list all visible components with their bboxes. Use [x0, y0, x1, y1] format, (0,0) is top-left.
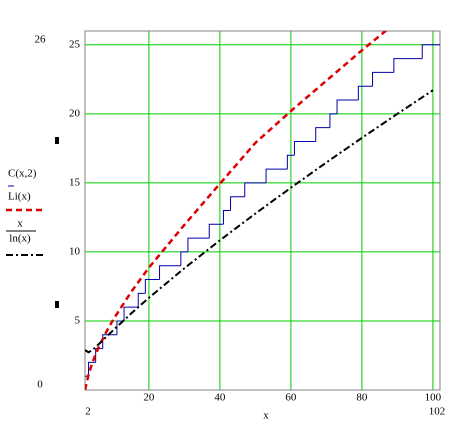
step-segment: [137, 292, 146, 308]
step-segment: [180, 251, 188, 266]
series-line: [85, 31, 388, 390]
y-tick-label: 15: [69, 176, 81, 188]
legend-label: x: [17, 218, 23, 230]
step-segment: [102, 334, 117, 349]
x-axis-label: x: [263, 410, 269, 422]
marker-square: [55, 137, 59, 144]
x-tick-label: 60: [285, 392, 297, 404]
y-limit-label: 26: [35, 34, 47, 46]
y-tick-label: 25: [69, 38, 81, 50]
plot-area: [85, 31, 440, 390]
y-tick-label: 10: [69, 245, 81, 257]
step-segment: [88, 361, 96, 377]
y-tick-label: 5: [75, 314, 81, 326]
step-segment: [286, 154, 295, 170]
legend-label: C(x,2): [8, 168, 37, 180]
x-tick-label: 20: [143, 392, 155, 404]
x-limit-label: 102: [429, 406, 446, 418]
step-segment: [159, 265, 181, 280]
step-segment: [421, 44, 440, 59]
y-tick-label: 20: [69, 107, 81, 119]
step-segment: [222, 210, 231, 225]
step-segment: [230, 196, 245, 211]
y-limit-label: 0: [37, 379, 43, 391]
legend-label: Li(x): [8, 191, 31, 203]
step-segment: [123, 306, 139, 321]
x-tick-label: 100: [425, 392, 442, 404]
step-segment: [265, 168, 288, 183]
x-limit-label: 2: [85, 406, 91, 418]
step-segment: [187, 237, 210, 252]
step-segment: [315, 127, 330, 142]
x-tick-label: 80: [356, 392, 368, 404]
step-segment: [336, 99, 359, 114]
step-segment: [372, 71, 394, 87]
marker-square: [55, 301, 59, 308]
step-segment: [95, 348, 103, 363]
step-segment: [329, 113, 338, 128]
plot-frame: [84, 30, 441, 391]
step-segment: [144, 279, 160, 294]
step-segment: [357, 85, 373, 101]
step-segment: [293, 140, 316, 156]
x-tick-label: 40: [214, 392, 226, 404]
step-segment: [393, 58, 423, 73]
legend-label: ln(x): [9, 233, 31, 245]
step-segment: [244, 182, 267, 197]
step-segment: [208, 223, 224, 239]
series-line: [85, 89, 434, 354]
